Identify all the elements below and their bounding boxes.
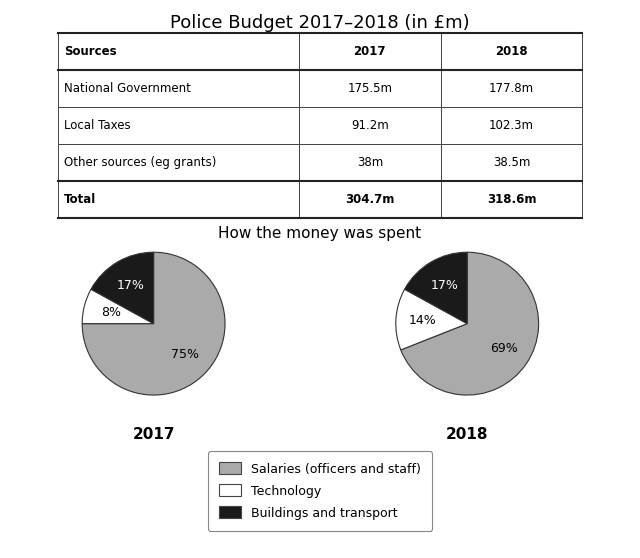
- Text: 102.3m: 102.3m: [489, 119, 534, 132]
- Text: Sources: Sources: [64, 45, 116, 59]
- Text: 2018: 2018: [495, 45, 528, 59]
- Text: 75%: 75%: [171, 348, 199, 362]
- Text: 177.8m: 177.8m: [489, 82, 534, 95]
- Bar: [58, 144, 299, 181]
- Bar: [441, 181, 582, 218]
- Bar: [441, 107, 582, 144]
- Text: 38.5m: 38.5m: [493, 156, 530, 169]
- Bar: [299, 33, 441, 70]
- Legend: Salaries (officers and staff), Technology, Buildings and transport: Salaries (officers and staff), Technolog…: [207, 451, 433, 531]
- Wedge shape: [82, 252, 225, 395]
- Bar: [299, 144, 441, 181]
- Text: 14%: 14%: [409, 314, 437, 328]
- Text: 2018: 2018: [446, 427, 488, 442]
- Text: 91.2m: 91.2m: [351, 119, 388, 132]
- Text: How the money was spent: How the money was spent: [218, 226, 422, 241]
- Text: Local Taxes: Local Taxes: [64, 119, 131, 132]
- Bar: [58, 33, 299, 70]
- Bar: [441, 144, 582, 181]
- Wedge shape: [404, 252, 467, 324]
- Text: 2017: 2017: [354, 45, 386, 59]
- Bar: [58, 181, 299, 218]
- Bar: [58, 107, 299, 144]
- Text: Other sources (eg grants): Other sources (eg grants): [64, 156, 216, 169]
- Text: 2017: 2017: [132, 427, 175, 442]
- Wedge shape: [401, 252, 539, 395]
- Bar: [299, 107, 441, 144]
- Text: 69%: 69%: [490, 342, 518, 355]
- Text: Total: Total: [64, 193, 96, 206]
- Wedge shape: [396, 289, 467, 350]
- Text: National Government: National Government: [64, 82, 191, 95]
- Bar: [441, 70, 582, 107]
- Text: 38m: 38m: [356, 156, 383, 169]
- Wedge shape: [91, 252, 154, 324]
- Wedge shape: [82, 289, 154, 324]
- Bar: [299, 181, 441, 218]
- Text: Police Budget 2017–2018 (in £m): Police Budget 2017–2018 (in £m): [170, 14, 470, 32]
- Text: 17%: 17%: [431, 279, 459, 292]
- Bar: [299, 70, 441, 107]
- Text: 17%: 17%: [117, 279, 145, 292]
- Text: 304.7m: 304.7m: [345, 193, 394, 206]
- Text: 8%: 8%: [100, 306, 121, 319]
- Bar: [441, 33, 582, 70]
- Text: 175.5m: 175.5m: [348, 82, 392, 95]
- Text: 318.6m: 318.6m: [487, 193, 536, 206]
- Bar: [58, 70, 299, 107]
